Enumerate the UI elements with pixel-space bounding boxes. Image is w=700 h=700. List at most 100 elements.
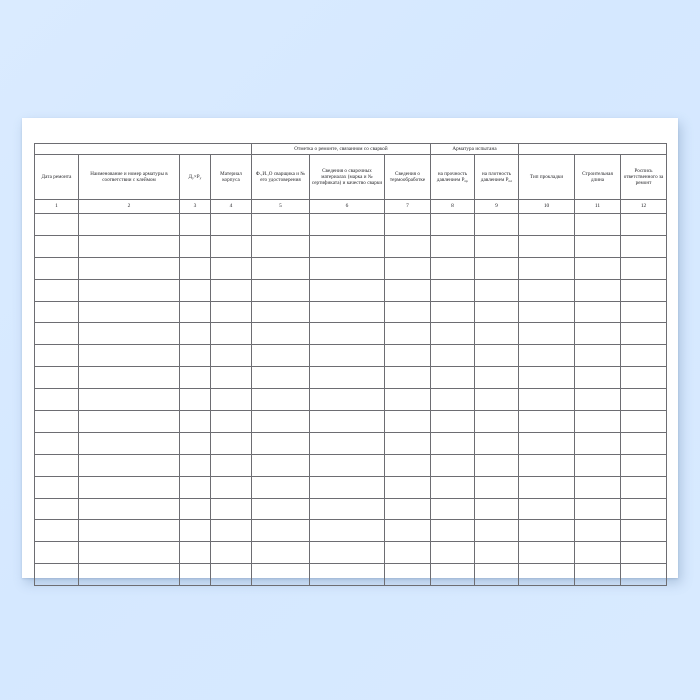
table-cell-4[interactable]	[210, 453, 252, 477]
table-cell-6[interactable]	[309, 497, 385, 521]
table-cell-4[interactable]	[210, 366, 252, 390]
table-cell-5[interactable]	[251, 563, 310, 587]
table-cell-5[interactable]	[251, 300, 310, 324]
table-cell-12[interactable]	[620, 475, 668, 499]
table-cell-7[interactable]	[383, 519, 432, 543]
table-cell-5[interactable]	[251, 431, 310, 455]
table-cell-12[interactable]	[620, 366, 668, 390]
table-cell-6[interactable]	[309, 366, 385, 390]
table-cell-7[interactable]	[383, 278, 432, 302]
table-cell-9[interactable]	[474, 497, 520, 521]
table-cell-3[interactable]	[179, 563, 211, 587]
table-cell-9[interactable]	[474, 541, 520, 565]
table-cell-8[interactable]	[430, 256, 476, 280]
table-cell-7[interactable]	[383, 410, 432, 433]
table-cell-5[interactable]	[251, 541, 310, 565]
table-cell-6[interactable]	[309, 410, 385, 433]
table-cell-7[interactable]	[383, 388, 432, 412]
table-cell-12[interactable]	[620, 541, 668, 565]
table-cell-10[interactable]	[518, 563, 576, 587]
table-row[interactable]	[34, 234, 668, 258]
table-cell-5[interactable]	[251, 519, 310, 543]
table-cell-11[interactable]	[574, 234, 622, 258]
table-cell-12[interactable]	[620, 322, 668, 346]
table-cell-5[interactable]	[251, 278, 310, 302]
table-cell-3[interactable]	[179, 344, 211, 368]
table-cell-8[interactable]	[430, 453, 476, 477]
table-cell-6[interactable]	[309, 475, 385, 499]
table-cell-6[interactable]	[309, 453, 385, 477]
table-cell-9[interactable]	[474, 388, 520, 412]
table-cell-2[interactable]	[78, 563, 180, 587]
table-cell-4[interactable]	[210, 541, 252, 565]
table-row[interactable]	[34, 300, 668, 324]
table-cell-10[interactable]	[518, 519, 576, 543]
table-cell-6[interactable]	[309, 278, 385, 302]
table-cell-11[interactable]	[574, 475, 622, 499]
table-cell-5[interactable]	[251, 234, 310, 258]
table-cell-5[interactable]	[251, 366, 310, 390]
table-cell-11[interactable]	[574, 563, 622, 587]
table-cell-10[interactable]	[518, 300, 576, 324]
table-cell-6[interactable]	[309, 388, 385, 412]
table-cell-8[interactable]	[430, 475, 476, 499]
table-cell-5[interactable]	[251, 453, 310, 477]
table-cell-2[interactable]	[78, 300, 180, 324]
table-cell-3[interactable]	[179, 300, 211, 324]
table-cell-9[interactable]	[474, 431, 520, 455]
table-cell-12[interactable]	[620, 300, 668, 324]
table-cell-5[interactable]	[251, 213, 310, 236]
table-cell-2[interactable]	[78, 278, 180, 302]
table-row[interactable]	[34, 388, 668, 412]
table-cell-10[interactable]	[518, 541, 576, 565]
table-cell-4[interactable]	[210, 234, 252, 258]
table-cell-11[interactable]	[574, 453, 622, 477]
table-cell-7[interactable]	[383, 234, 432, 258]
table-cell-9[interactable]	[474, 519, 520, 543]
table-cell-3[interactable]	[179, 519, 211, 543]
table-cell-7[interactable]	[383, 563, 432, 587]
table-cell-12[interactable]	[620, 519, 668, 543]
table-cell-7[interactable]	[383, 256, 432, 280]
table-cell-1[interactable]	[34, 213, 79, 236]
table-cell-4[interactable]	[210, 213, 252, 236]
table-cell-10[interactable]	[518, 410, 576, 433]
table-cell-4[interactable]	[210, 278, 252, 302]
table-cell-5[interactable]	[251, 388, 310, 412]
table-cell-11[interactable]	[574, 497, 622, 521]
table-cell-9[interactable]	[474, 278, 520, 302]
table-cell-10[interactable]	[518, 388, 576, 412]
table-cell-6[interactable]	[309, 541, 385, 565]
table-row[interactable]	[34, 366, 668, 390]
table-cell-3[interactable]	[179, 213, 211, 236]
table-cell-2[interactable]	[78, 410, 180, 433]
table-cell-9[interactable]	[474, 322, 520, 346]
table-cell-1[interactable]	[34, 497, 79, 521]
table-cell-1[interactable]	[34, 410, 79, 433]
table-row[interactable]	[34, 344, 668, 368]
table-row[interactable]	[34, 563, 668, 587]
table-cell-12[interactable]	[620, 497, 668, 521]
table-cell-1[interactable]	[34, 300, 79, 324]
table-cell-3[interactable]	[179, 278, 211, 302]
table-cell-1[interactable]	[34, 322, 79, 346]
table-cell-3[interactable]	[179, 453, 211, 477]
table-cell-9[interactable]	[474, 256, 520, 280]
table-row[interactable]	[34, 278, 668, 302]
table-cell-8[interactable]	[430, 388, 476, 412]
table-cell-10[interactable]	[518, 278, 576, 302]
table-cell-11[interactable]	[574, 388, 622, 412]
table-cell-1[interactable]	[34, 541, 79, 565]
table-cell-1[interactable]	[34, 388, 79, 412]
table-cell-4[interactable]	[210, 388, 252, 412]
table-cell-6[interactable]	[309, 431, 385, 455]
table-cell-3[interactable]	[179, 388, 211, 412]
table-cell-3[interactable]	[179, 431, 211, 455]
table-cell-9[interactable]	[474, 453, 520, 477]
table-cell-1[interactable]	[34, 475, 79, 499]
table-cell-4[interactable]	[210, 563, 252, 587]
table-cell-10[interactable]	[518, 497, 576, 521]
table-row[interactable]	[34, 256, 668, 280]
table-cell-2[interactable]	[78, 322, 180, 346]
table-cell-6[interactable]	[309, 300, 385, 324]
